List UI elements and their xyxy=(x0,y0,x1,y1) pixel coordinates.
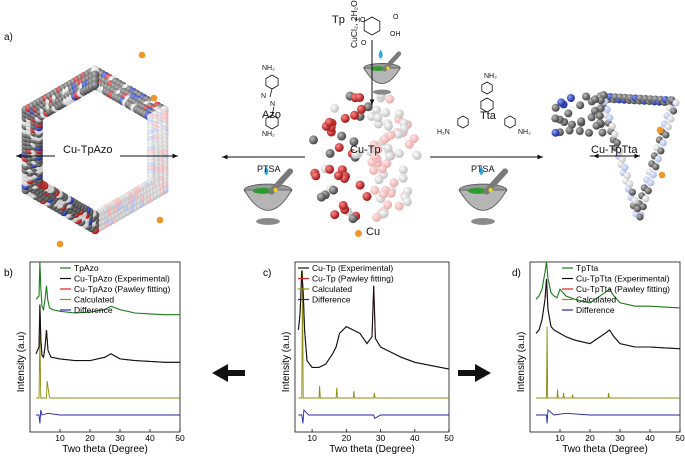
series-line xyxy=(36,337,180,398)
x-tick-label: 10 xyxy=(55,433,65,443)
series-line xyxy=(536,327,680,398)
panel-letter: b) xyxy=(4,268,13,279)
series-line xyxy=(536,410,680,424)
chart-c: c) 10 20 30 40 50 Two theta (Degree) Intensity … xyxy=(263,262,454,455)
legend-entry: Cu-TpAzo (Pawley fitting) xyxy=(74,284,171,294)
x-tick-label: 50 xyxy=(175,433,185,443)
legend-entry: Calculated xyxy=(74,295,114,305)
x-tick-label: 30 xyxy=(615,433,625,443)
x-axis-label: Two theta (Degree) xyxy=(62,444,148,455)
x-tick-label: 40 xyxy=(145,433,155,443)
panel-letter: d) xyxy=(512,268,521,279)
x-tick-label: 20 xyxy=(585,433,595,443)
legend-entry: Difference xyxy=(576,305,615,315)
x-tick-label: 30 xyxy=(115,433,125,443)
series-line xyxy=(36,410,180,424)
panel-letter: c) xyxy=(263,268,271,279)
x-tick-label: 40 xyxy=(645,433,655,443)
legend-entry: Cu-TpTta (Pawley fitting) xyxy=(576,284,670,294)
legend-entry: Cu-TpAzo (Experimental) xyxy=(74,274,170,284)
arrow-left xyxy=(212,364,245,382)
x-tick-label: 50 xyxy=(444,433,454,443)
x-tick-label: 20 xyxy=(85,433,95,443)
x-tick-label: 50 xyxy=(675,433,685,443)
x-tick-label: 10 xyxy=(555,433,565,443)
chart-b: b) 10 20 30 40 50 Two theta (Degree) Intensity … xyxy=(4,262,185,455)
arrow-right xyxy=(458,364,491,382)
legend-entry: Calculated xyxy=(312,284,352,294)
y-axis-label: Intensity (a.u) xyxy=(281,332,292,393)
series-line xyxy=(298,410,449,424)
y-axis-label: Intensity (a.u) xyxy=(16,332,27,393)
legend-entry: Cu-Tp (Pawley fitting) xyxy=(312,274,394,284)
x-tick-label: 30 xyxy=(376,433,386,443)
legend-entry: Calculated xyxy=(576,295,616,305)
legend-entry: Difference xyxy=(312,295,351,305)
x-tick-label: 40 xyxy=(410,433,420,443)
legend-entry: TpTta xyxy=(576,263,598,273)
legend-entry: Cu-Tp (Experimental) xyxy=(312,263,393,273)
x-tick-label: 20 xyxy=(342,433,352,443)
y-axis-label: Intensity (a.u) xyxy=(516,332,527,393)
chart-d: d) 10 20 30 40 50 Two theta (Degree) Intensity … xyxy=(512,262,685,455)
legend-entry: Cu-TpTta (Experimental) xyxy=(576,274,670,284)
x-axis-label: Two theta (Degree) xyxy=(329,444,415,455)
x-axis-label: Two theta (Degree) xyxy=(562,444,648,455)
legend-entry: TpAzo xyxy=(74,263,99,273)
x-tick-label: 10 xyxy=(307,433,317,443)
legend-entry: Difference xyxy=(74,305,113,315)
